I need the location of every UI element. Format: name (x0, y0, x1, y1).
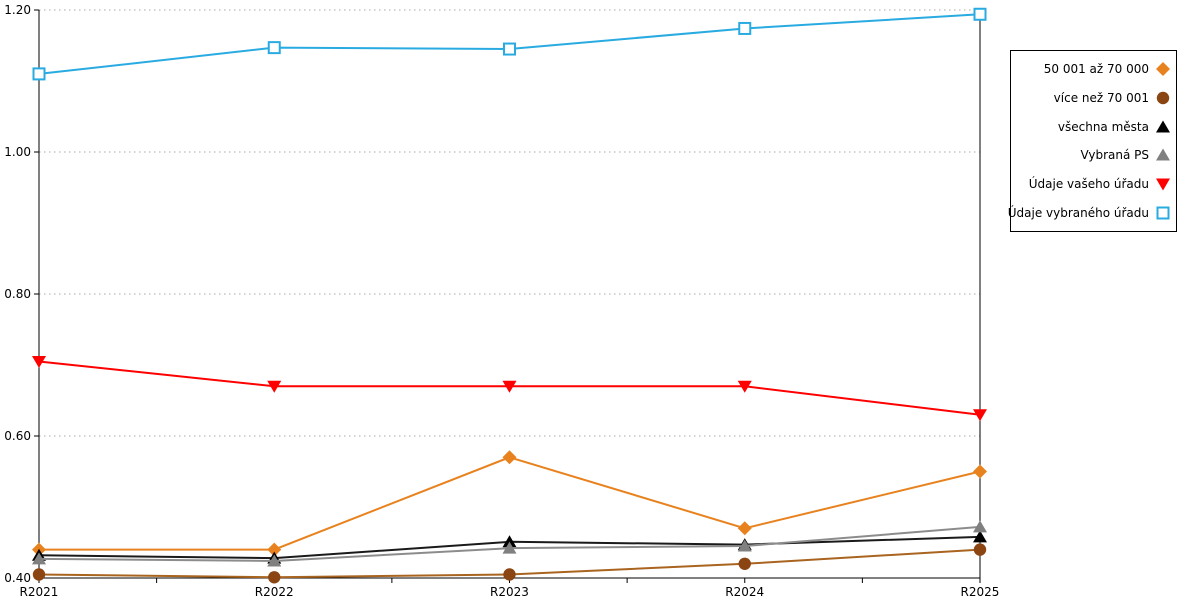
legend: 50 001 až 70 000 více než 70 001 všechna m… (1007, 50, 1177, 232)
triangle-down-marker (973, 409, 987, 422)
circle-marker (503, 568, 516, 581)
legend-label: 50 001 až 70 000 (1043, 62, 1149, 77)
legend-label: Údaje vybraného úřadu (1007, 205, 1149, 220)
triangle-up-marker (502, 535, 517, 548)
y-tick-label: 1.00 (4, 145, 31, 159)
legend-label: všechna města (1057, 119, 1149, 134)
triangle-up-marker (502, 541, 517, 554)
series-5 (32, 7, 987, 81)
diamond-icon (1156, 62, 1170, 77)
series-4 (32, 355, 987, 422)
x-tick-label: R2023 (490, 585, 529, 599)
square-open-marker (32, 67, 46, 81)
triangle-up-icon (1156, 148, 1170, 161)
triangle-down-marker (32, 355, 46, 368)
diamond-icon-shape (1156, 62, 1170, 77)
x-tick-label: R2022 (255, 585, 294, 599)
legend-item-1: více než 70 001 (1011, 90, 1176, 106)
triangle-up-marker (973, 530, 987, 543)
square-open-marker (267, 41, 281, 55)
square-open-marker (738, 21, 752, 35)
triangle-down-marker (502, 380, 517, 393)
legend-label: Údaje vašeho úřadu (1028, 176, 1149, 191)
triangle-down-icon-shape (1156, 178, 1170, 191)
legend-label: více než 70 001 (1053, 90, 1149, 105)
triangle-up-marker (32, 552, 46, 565)
legend-label: Vybraná PS (1080, 148, 1149, 163)
triangle-up-marker (737, 539, 752, 552)
square-open-icon (1156, 206, 1170, 220)
series-3 (32, 520, 987, 567)
x-tick-label: R2021 (20, 585, 59, 599)
triangle-down-icon (1156, 178, 1170, 191)
series-1 (32, 543, 987, 584)
legend-item-2: všechna města (1011, 119, 1176, 135)
triangle-up-marker (267, 554, 282, 567)
square-open-marker (503, 42, 516, 56)
circle-icon (1156, 91, 1170, 105)
y-tick-label: 1.20 (4, 3, 31, 17)
triangle-down-marker (267, 380, 282, 393)
legend-item-3: Vybraná PS (1011, 147, 1176, 163)
diamond-marker (737, 521, 752, 536)
legend-item-5: Údaje vybraného úřadu (1007, 205, 1176, 221)
series-0 (32, 450, 987, 557)
y-tick-label: 0.60 (4, 429, 31, 443)
circle-marker (32, 568, 46, 581)
diamond-marker (502, 450, 517, 465)
legend-item-0: 50 001 až 70 000 (1011, 61, 1176, 77)
triangle-up-icon-shape (1156, 120, 1170, 133)
x-tick-label: R2025 (961, 585, 1000, 599)
triangle-down-marker (737, 380, 752, 393)
diamond-marker (973, 464, 987, 479)
x-tick-label: R2024 (725, 585, 764, 599)
circle-marker (973, 543, 987, 556)
square-open-icon-shape (1156, 206, 1170, 220)
legend-item-4: Údaje vašeho úřadu (1011, 176, 1176, 192)
diamond-marker (267, 542, 282, 557)
triangle-up-icon-shape (1156, 148, 1170, 161)
y-tick-label: 0.40 (4, 571, 31, 585)
triangle-up-icon (1156, 120, 1170, 133)
square-open-marker (973, 7, 987, 21)
y-tick-label: 0.80 (4, 287, 31, 301)
triangle-up-marker (973, 520, 987, 533)
circle-marker (268, 571, 281, 584)
circle-marker (738, 557, 751, 570)
circle-icon-shape (1156, 91, 1170, 105)
